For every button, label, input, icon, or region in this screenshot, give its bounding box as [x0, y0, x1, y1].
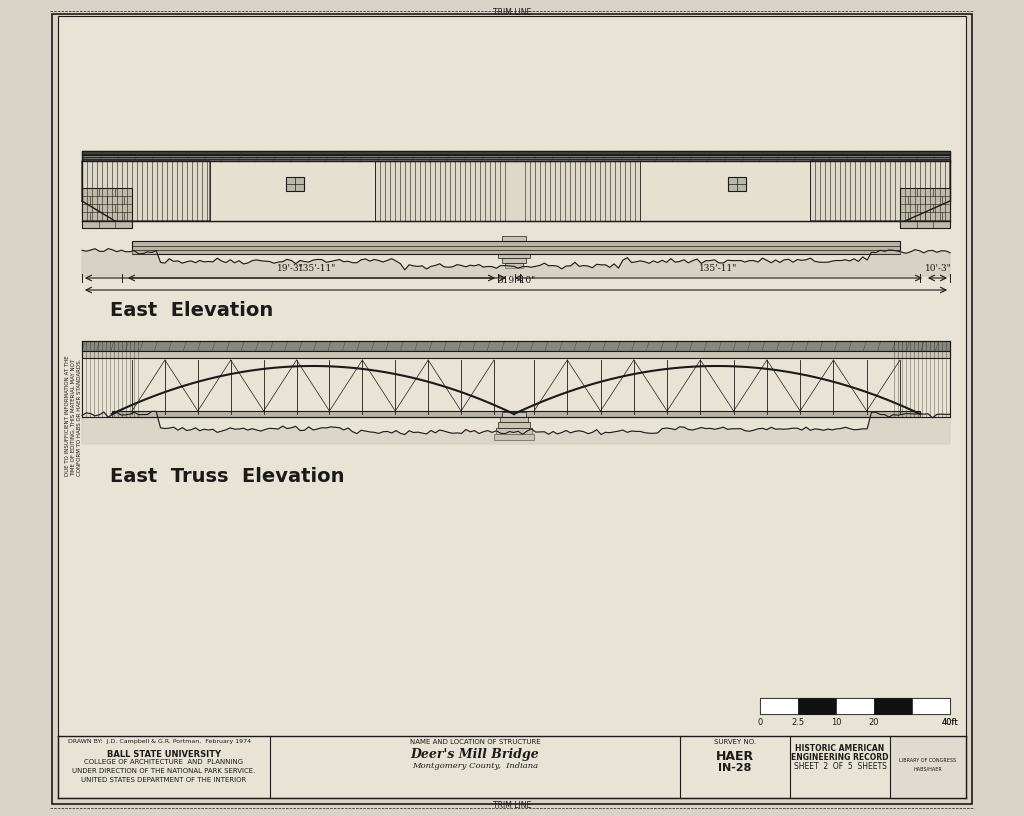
Bar [760, 698, 950, 714]
Bar [82, 351, 950, 358]
Bar [728, 177, 746, 191]
Text: 20: 20 [868, 718, 880, 727]
Text: TRIM LINE: TRIM LINE [493, 801, 531, 810]
Text: UNITED STATES DEPARTMENT OF THE INTERIOR: UNITED STATES DEPARTMENT OF THE INTERIOR [81, 777, 247, 783]
Text: East  Elevation: East Elevation [110, 301, 273, 321]
Text: UNDER DIRECTION OF THE NATIONAL PARK SERVICE.: UNDER DIRECTION OF THE NATIONAL PARK SER… [73, 768, 256, 774]
Bar [912, 698, 950, 714]
Text: TRIM LINE: TRIM LINE [493, 8, 531, 17]
Text: East  Truss  Elevation: East Truss Elevation [110, 467, 344, 486]
Bar [798, 698, 836, 714]
Bar [82, 341, 950, 351]
Polygon shape [210, 161, 375, 221]
Polygon shape [810, 161, 950, 221]
Bar [500, 417, 528, 422]
Bar [58, 16, 966, 798]
Bar [82, 188, 132, 228]
Bar [500, 241, 528, 245]
Bar [52, 14, 972, 804]
Text: 19'-3": 19'-3" [276, 264, 303, 273]
Bar [760, 698, 798, 714]
Polygon shape [82, 249, 950, 276]
Text: SHEET  2  OF  5  SHEETS: SHEET 2 OF 5 SHEETS [794, 762, 887, 771]
Polygon shape [82, 161, 210, 221]
Text: IN-28: IN-28 [718, 763, 752, 773]
Bar [890, 736, 966, 798]
Bar [900, 188, 950, 228]
Text: HAER: HAER [716, 750, 754, 763]
Bar [286, 177, 304, 191]
Text: Deer's Mill Bridge: Deer's Mill Bridge [411, 748, 540, 761]
Text: NAME AND LOCATION OF STRUCTURE: NAME AND LOCATION OF STRUCTURE [410, 739, 541, 745]
Text: 40ft: 40ft [942, 718, 958, 727]
Bar [82, 151, 950, 155]
Bar [494, 434, 534, 440]
Bar [82, 151, 950, 162]
Text: DUE TO INSUFFICIENT INFORMATION AT THE
TIME OF EDITING, THIS MATERIAL MAY NOT
CO: DUE TO INSUFFICIENT INFORMATION AT THE T… [65, 356, 82, 477]
Text: SURVEY NO.: SURVEY NO. [714, 739, 756, 745]
Text: Montgomery County,  Indiana: Montgomery County, Indiana [412, 762, 538, 770]
Text: 10: 10 [830, 718, 842, 727]
Text: 319'-10": 319'-10" [497, 276, 536, 285]
Bar [502, 236, 526, 241]
Text: COLLEGE OF ARCHITECTURE  AND  PLANNING: COLLEGE OF ARCHITECTURE AND PLANNING [84, 759, 244, 765]
Bar [502, 412, 526, 417]
Bar [502, 258, 526, 263]
Bar [874, 698, 912, 714]
Bar [132, 241, 900, 254]
Bar [836, 698, 874, 714]
Text: 0: 0 [758, 718, 763, 727]
Text: HISTORIC AMERICAN: HISTORIC AMERICAN [796, 744, 885, 753]
Bar [505, 263, 523, 268]
Text: 40ft: 40ft [942, 718, 958, 727]
Bar [498, 250, 530, 258]
Text: LIBRARY OF CONGRESS: LIBRARY OF CONGRESS [899, 759, 956, 764]
Text: HABS/HAER: HABS/HAER [913, 766, 942, 771]
Text: DRAWN BY:  J.D. Campbell & G.R. Portman,  February 1974: DRAWN BY: J.D. Campbell & G.R. Portman, … [68, 739, 251, 744]
Bar [112, 411, 920, 417]
Text: 135'-11": 135'-11" [699, 264, 737, 273]
Text: 10'-3": 10'-3" [925, 264, 951, 273]
Polygon shape [640, 161, 810, 221]
Bar [82, 161, 950, 221]
Text: BALL STATE UNIVERSITY: BALL STATE UNIVERSITY [106, 750, 221, 759]
Bar [496, 428, 532, 434]
Text: 135'-11": 135'-11" [298, 264, 336, 273]
Polygon shape [82, 411, 950, 444]
Bar [498, 245, 530, 250]
Text: ENGINEERING RECORD: ENGINEERING RECORD [792, 753, 889, 762]
Bar [498, 422, 530, 428]
Text: 2.5: 2.5 [792, 718, 805, 727]
